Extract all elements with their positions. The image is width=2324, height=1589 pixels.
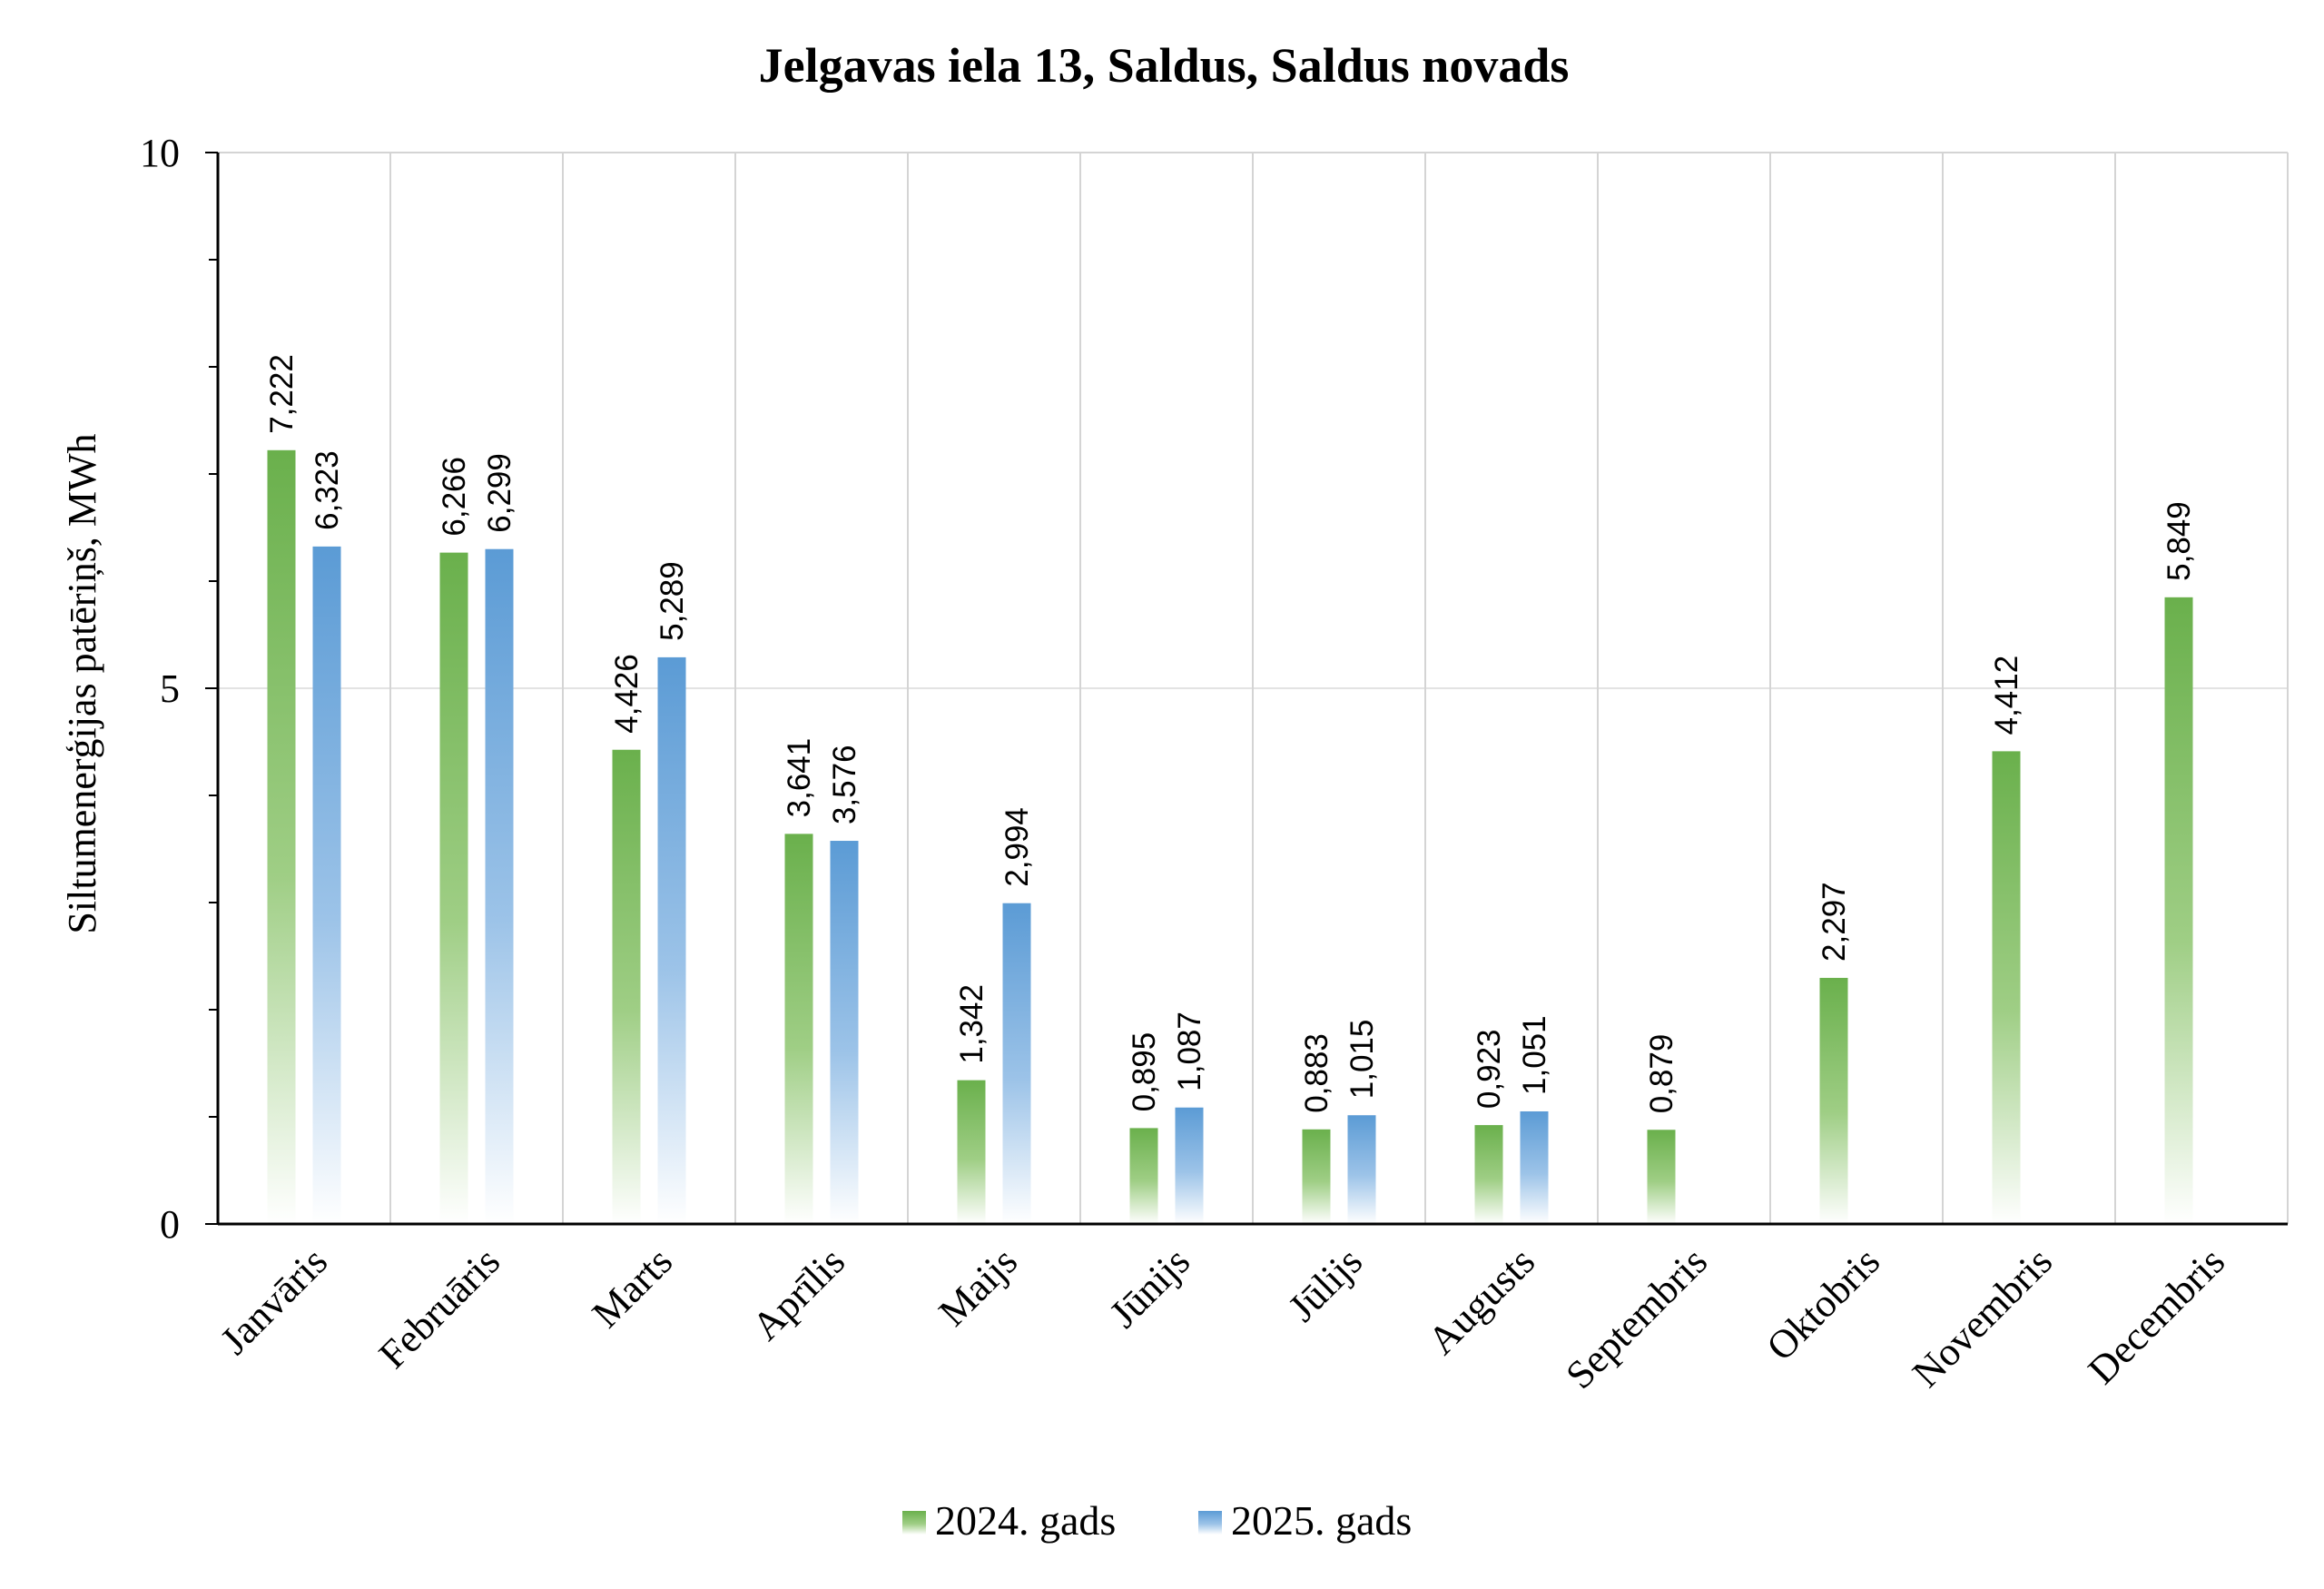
data-label-s1-4: 1,342 xyxy=(954,984,990,1064)
data-label-s2-2: 5,289 xyxy=(655,561,690,641)
bar-s1-8 xyxy=(1647,1130,1676,1224)
legend-swatch-1 xyxy=(1198,1511,1222,1535)
bar-s1-11 xyxy=(2164,597,2193,1224)
bars xyxy=(267,449,2193,1225)
legend-label-1: 2025. gads xyxy=(1231,1497,1412,1544)
x-category-label-6: Jūlijs xyxy=(1280,1239,1371,1329)
x-category-label-9: Oktobris xyxy=(1758,1239,1889,1369)
bar-s1-9 xyxy=(1819,977,1848,1224)
data-label-s1-5: 0,895 xyxy=(1127,1032,1162,1112)
bar-s1-0 xyxy=(267,449,296,1225)
x-category-label-2: Marts xyxy=(584,1239,681,1336)
legend-swatch-0 xyxy=(902,1511,926,1535)
data-label-s1-1: 6,266 xyxy=(437,457,472,537)
data-label-s1-11: 5,849 xyxy=(2162,501,2197,581)
bar-s1-3 xyxy=(784,834,813,1224)
bar-s2-7 xyxy=(1520,1110,1549,1224)
data-label-s1-7: 0,923 xyxy=(1472,1029,1507,1109)
data-label-s2-5: 1,087 xyxy=(1172,1012,1207,1091)
data-label-s1-9: 2,297 xyxy=(1817,882,1852,962)
bar-s1-6 xyxy=(1302,1129,1331,1224)
x-category-label-10: Novembris xyxy=(1904,1239,2061,1396)
bar-s1-7 xyxy=(1474,1125,1503,1224)
bar-s1-2 xyxy=(612,749,641,1224)
bar-s2-2 xyxy=(657,656,686,1224)
x-category-label-0: Janvāris xyxy=(212,1239,336,1363)
y-axis-label: Siltumenerģijas patēriņš, MWh xyxy=(60,433,104,933)
x-category-label-7: Augusts xyxy=(1419,1239,1543,1363)
axes xyxy=(205,152,2288,1226)
x-category-label-8: Septembris xyxy=(1557,1239,1716,1397)
x-category-label-3: Aprīlis xyxy=(743,1239,853,1348)
data-label-s2-7: 1,051 xyxy=(1517,1015,1552,1095)
data-label-s1-0: 7,222 xyxy=(264,354,300,434)
bar-s2-4 xyxy=(1002,903,1031,1224)
x-category-label-11: Decembris xyxy=(2080,1239,2233,1392)
data-label-s1-8: 0,879 xyxy=(1644,1034,1679,1114)
bar-s2-3 xyxy=(830,841,859,1224)
data-label-s2-1: 6,299 xyxy=(482,453,517,533)
data-label-s2-0: 6,323 xyxy=(310,450,345,530)
bar-s2-1 xyxy=(485,548,514,1224)
bar-s1-5 xyxy=(1129,1128,1158,1224)
y-tick-label-1: 5 xyxy=(160,666,180,711)
x-category-label-4: Maijs xyxy=(931,1239,1027,1335)
data-label-s2-6: 1,015 xyxy=(1344,1020,1380,1100)
bar-s2-6 xyxy=(1347,1115,1376,1224)
bar-s2-5 xyxy=(1175,1107,1204,1224)
data-label-s2-3: 3,576 xyxy=(827,745,862,824)
data-labels: 7,222 6,266 4,426 3,641 1,342 0,895 0,883 0,923… xyxy=(264,354,2197,1113)
y-tick-label-0: 0 xyxy=(160,1202,180,1247)
y-tick-labels: 0 5 10 xyxy=(140,131,180,1247)
y-tick-label-2: 10 xyxy=(140,131,180,175)
x-category-label-1: Februāris xyxy=(370,1239,508,1377)
data-label-s1-2: 4,426 xyxy=(609,654,645,734)
data-label-s1-10: 4,412 xyxy=(1989,656,2024,735)
gridlines xyxy=(218,152,2289,1224)
x-category-label-5: Jūnijs xyxy=(1101,1239,1198,1336)
data-label-s1-3: 3,641 xyxy=(782,738,817,818)
legend: 2024. gads 2025. gads xyxy=(902,1497,1412,1544)
data-label-s2-4: 2,994 xyxy=(1000,807,1035,887)
data-label-s1-6: 0,883 xyxy=(1299,1033,1334,1113)
bar-s1-4 xyxy=(957,1080,986,1224)
chart-title: Jelgavas iela 13, Saldus, Saldus novads xyxy=(759,38,1570,93)
x-category-labels: Janvāris Februāris Marts Aprīlis Maijs Jūnijs… xyxy=(212,1239,2233,1397)
bar-s2-0 xyxy=(312,546,341,1224)
legend-label-0: 2024. gads xyxy=(935,1497,1116,1544)
bar-s1-10 xyxy=(1992,751,2021,1224)
bar-s1-1 xyxy=(439,552,468,1224)
